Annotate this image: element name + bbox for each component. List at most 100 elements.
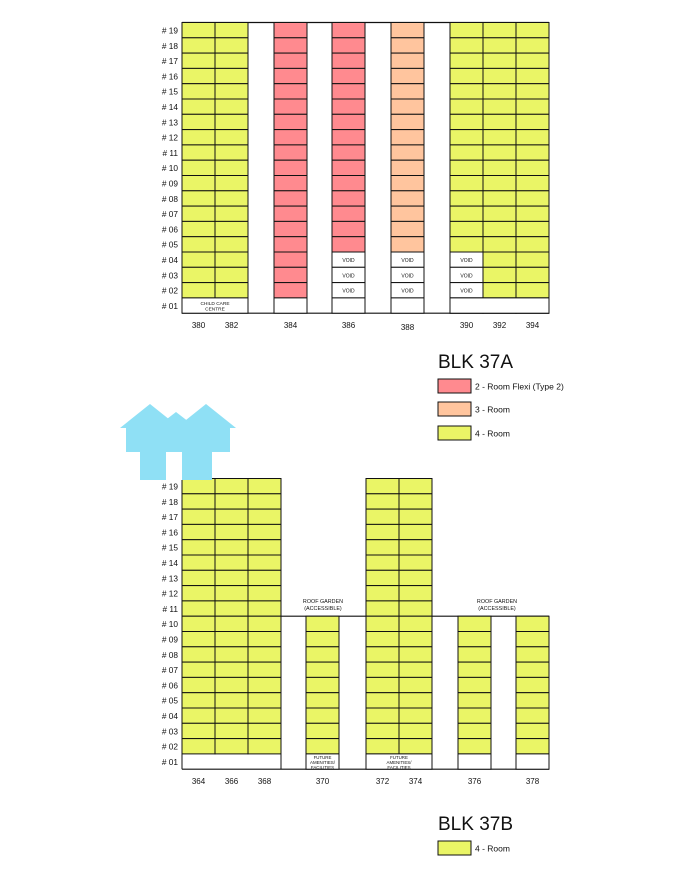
unit-cell (181, 266, 216, 284)
unit-cell (273, 282, 308, 299)
unit-cell (331, 159, 366, 176)
unit-cell (390, 37, 425, 54)
unit-cell (482, 83, 517, 100)
floor-label: # 04 (162, 711, 179, 721)
unit-cell (273, 129, 308, 146)
unit-cell (181, 523, 216, 541)
unit-cell (214, 523, 249, 541)
unit-cell (214, 676, 249, 694)
unit-cell (390, 22, 425, 39)
unit-cell (398, 493, 433, 510)
unit-cell (181, 508, 216, 525)
unit-cell (214, 22, 249, 39)
unit-cell (247, 676, 282, 694)
unit-cell (331, 98, 366, 115)
unit-cell (390, 205, 425, 222)
unit-cell (457, 722, 492, 740)
unit-cell (214, 493, 249, 510)
floor-label: # 10 (162, 619, 179, 629)
unit-cell (515, 615, 550, 633)
unit-cell (449, 220, 484, 238)
unit-cell (482, 67, 517, 85)
void-label: VOID (401, 258, 414, 264)
unit-cell (449, 236, 484, 253)
unit-cell (214, 144, 249, 161)
unit-cell (247, 585, 282, 602)
unit-cell (482, 52, 517, 69)
unit-cell (214, 220, 249, 238)
ground-cell (515, 753, 550, 770)
unit-cell (515, 190, 550, 207)
unit-cell (181, 493, 216, 510)
unit-cell (305, 722, 340, 740)
unit-cell (398, 615, 433, 633)
unit-cell (390, 236, 425, 253)
unit-cell (181, 159, 216, 176)
unit-cell (181, 585, 216, 602)
unit-cell (515, 692, 550, 709)
unit-cell (214, 159, 249, 176)
unit-cell (365, 508, 400, 525)
unit-number-label: 366 (225, 777, 239, 786)
unit-number-label: 374 (409, 777, 423, 786)
unit-cell (482, 144, 517, 161)
unit-cell (457, 707, 492, 724)
unit-cell (398, 646, 433, 663)
unit-cell (515, 251, 550, 268)
unit-cell (457, 692, 492, 709)
unit-cell (398, 631, 433, 648)
unit-cell (273, 266, 308, 284)
unit-cell (181, 646, 216, 663)
unit-cell (305, 615, 340, 633)
unit-cell (457, 676, 492, 694)
unit-cell (365, 738, 400, 755)
unit-cell (449, 144, 484, 161)
roof-garden-label: (ACCESSIBLE) (304, 606, 342, 612)
unit-cell (515, 175, 550, 192)
child-care-label: CENTRE (205, 306, 225, 312)
legend-label-flexi2: 2 - Room Flexi (Type 2) (475, 382, 564, 392)
unit-cell (214, 83, 249, 100)
floor-label: # 10 (162, 163, 179, 173)
floor-label: # 03 (162, 726, 179, 736)
unit-cell (398, 478, 433, 495)
unit-cell (214, 661, 249, 678)
unit-cell (273, 144, 308, 161)
unit-cell (482, 266, 517, 284)
unit-cell (214, 37, 249, 54)
unit-cell (181, 129, 216, 146)
unit-cell (273, 251, 308, 268)
unit-cell (247, 493, 282, 510)
unit-cell (515, 67, 550, 85)
unit-cell (247, 646, 282, 663)
future-amenities-label: FACILITIES (387, 765, 410, 770)
unit-cell (365, 646, 400, 663)
unit-number-label: 392 (493, 321, 507, 330)
future-amenities-label: FUTURE (314, 755, 332, 760)
unit-cell (398, 692, 433, 709)
unit-number-label: 382 (225, 321, 239, 330)
unit-cell (214, 722, 249, 740)
unit-cell (457, 738, 492, 755)
floor-label: # 11 (162, 148, 178, 158)
unit-cell (273, 190, 308, 207)
unit-cell (398, 523, 433, 541)
floor-label: # 09 (162, 179, 179, 189)
floor-label: # 07 (162, 209, 179, 219)
unit-cell (181, 631, 216, 648)
unit-cell (331, 83, 366, 100)
unit-number-label: 384 (284, 321, 298, 330)
void-label: VOID (342, 289, 355, 295)
unit-cell (365, 692, 400, 709)
legend-label-room4: 4 - Room (475, 429, 510, 439)
unit-number-label: 386 (342, 321, 356, 330)
unit-cell (214, 508, 249, 525)
unit-cell (390, 67, 425, 85)
unit-cell (390, 144, 425, 161)
unit-cell (181, 236, 216, 253)
floor-label: # 17 (162, 56, 179, 66)
unit-number-label: 394 (526, 321, 540, 330)
ground-cell (449, 297, 550, 314)
unit-cell (214, 266, 249, 284)
